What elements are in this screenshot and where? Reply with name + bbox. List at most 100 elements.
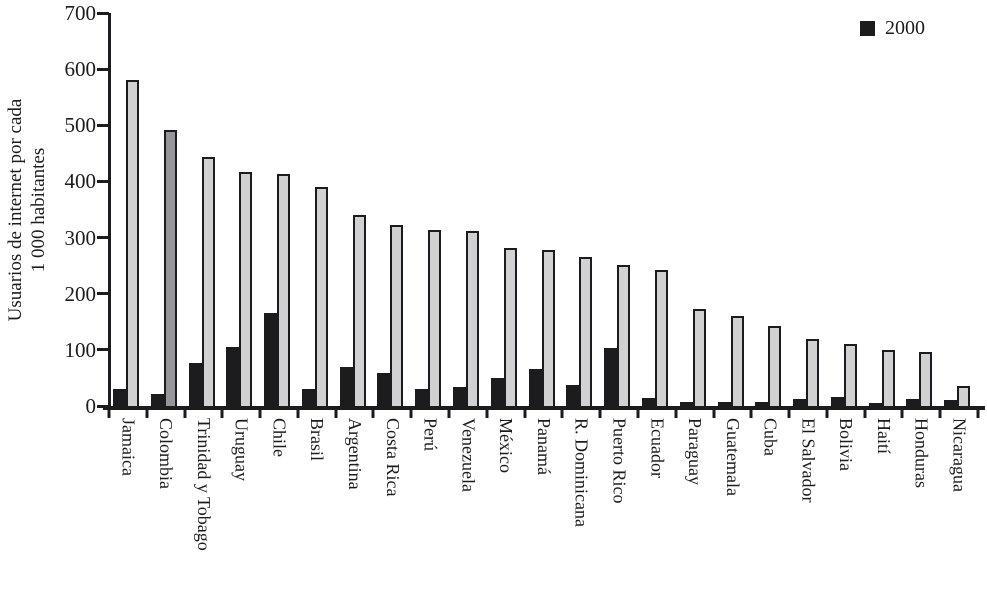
- bar-2000-Panamá: [528, 369, 542, 406]
- x-tick-10: [485, 406, 489, 418]
- x-tick-8: [409, 406, 413, 418]
- bar-group-El Salvador: [789, 339, 827, 406]
- bar-group-Ecuador: [638, 270, 676, 406]
- legend-label-2000: 2000: [885, 17, 925, 39]
- x-axis-line: [103, 406, 985, 410]
- bar-series2-Costa Rica: [390, 225, 404, 406]
- x-axis-label-Costa Rica: Costa Rica: [382, 418, 403, 497]
- bar-2000-Trinidad y Tobago: [188, 363, 202, 406]
- x-axis-label-Panamá: Panamá: [533, 418, 554, 475]
- legend: 2000: [860, 18, 925, 38]
- bar-group-Trinidad y Tobago: [185, 157, 223, 406]
- x-label-cell-El Salvador: El Salvador: [789, 418, 827, 589]
- bars-container: [109, 13, 978, 406]
- x-tick-20: [863, 406, 867, 418]
- x-tick-6: [334, 406, 338, 418]
- bar-group-Perú: [411, 230, 449, 406]
- y-tick-200: [97, 292, 109, 296]
- x-axis-label-El Salvador: El Salvador: [798, 418, 819, 503]
- x-axis-label-Paraguay: Paraguay: [685, 418, 706, 485]
- bar-series2-Venezuela: [466, 231, 480, 406]
- x-tick-11: [523, 406, 527, 418]
- y-tick-label-500: 500: [64, 113, 97, 138]
- x-tick-2: [183, 406, 187, 418]
- x-axis-label-Argentina: Argentina: [345, 418, 366, 490]
- x-axis-label-Cuba: Cuba: [760, 418, 781, 456]
- bar-group-Cuba: [751, 326, 789, 406]
- x-axis-label-Jamaica: Jamaica: [118, 418, 139, 476]
- x-label-cell-Argentina: Argentina: [336, 418, 374, 589]
- bar-series2-Uruguay: [239, 172, 253, 406]
- bar-series2-R. Dominicana: [579, 257, 593, 406]
- x-axis-label-R. Dominicana: R. Dominicana: [571, 418, 592, 527]
- x-label-cell-Venezuela: Venezuela: [449, 418, 487, 589]
- bar-group-México: [487, 248, 525, 406]
- x-tick-22: [938, 406, 942, 418]
- y-tick-500: [97, 123, 109, 127]
- y-tick-300: [97, 236, 109, 240]
- y-tick-label-400: 400: [64, 169, 97, 194]
- bar-group-Panamá: [525, 250, 563, 406]
- x-axis-label-Perú: Perú: [420, 418, 441, 451]
- bar-series2-El Salvador: [806, 339, 820, 406]
- y-tick-label-100: 100: [64, 337, 97, 362]
- bar-2000-Honduras: [906, 399, 920, 406]
- x-tick-4: [258, 406, 262, 418]
- x-tick-7: [371, 406, 375, 418]
- x-tick-0: [107, 406, 111, 418]
- bar-group-Haití: [865, 350, 903, 406]
- x-axis-label-Venezuela: Venezuela: [458, 418, 479, 492]
- x-label-cell-Brasil: Brasil: [298, 418, 336, 589]
- x-label-cell-Haití: Haití: [865, 418, 903, 589]
- bar-2000-El Salvador: [793, 399, 807, 406]
- bar-group-Argentina: [336, 215, 374, 406]
- x-tick-5: [296, 406, 300, 418]
- bar-2000-Cuba: [755, 402, 769, 406]
- bar-2000-Argentina: [339, 367, 353, 406]
- bar-group-Honduras: [902, 352, 940, 406]
- y-tick-700: [97, 11, 109, 15]
- x-label-cell-Bolivia: Bolivia: [827, 418, 865, 589]
- bar-series2-Ecuador: [654, 270, 668, 406]
- x-tick-14: [636, 406, 640, 418]
- x-tick-9: [447, 406, 451, 418]
- x-label-cell-Panamá: Panamá: [525, 418, 563, 589]
- x-label-cell-Cuba: Cuba: [751, 418, 789, 589]
- x-tick-3: [220, 406, 224, 418]
- bar-series2-Guatemala: [730, 316, 744, 406]
- x-axis-label-Ecuador: Ecuador: [647, 418, 668, 478]
- x-tick-17: [749, 406, 753, 418]
- x-tick-23: [976, 406, 980, 418]
- bar-group-Guatemala: [714, 316, 752, 406]
- bar-2000-Ecuador: [641, 398, 655, 406]
- bar-2000-Uruguay: [226, 347, 240, 406]
- bar-group-Brasil: [298, 187, 336, 406]
- x-tick-16: [712, 406, 716, 418]
- bar-group-R. Dominicana: [562, 257, 600, 406]
- x-label-cell-Costa Rica: Costa Rica: [373, 418, 411, 589]
- x-label-cell-Honduras: Honduras: [902, 418, 940, 589]
- bar-series2-Haití: [881, 350, 895, 406]
- bar-group-Paraguay: [676, 309, 714, 406]
- bar-series2-Paraguay: [692, 309, 706, 406]
- bar-series2-Brasil: [314, 187, 328, 406]
- x-axis-label-Brasil: Brasil: [307, 418, 328, 461]
- y-axis-line: [108, 13, 111, 410]
- x-axis-label-Trinidad y Tobago: Trinidad y Tobago: [193, 418, 214, 551]
- bar-2000-Paraguay: [679, 402, 693, 406]
- x-tick-13: [598, 406, 602, 418]
- bar-2000-Costa Rica: [377, 373, 391, 406]
- x-label-cell-Trinidad y Tobago: Trinidad y Tobago: [185, 418, 223, 589]
- bar-group-Jamaica: [109, 80, 147, 406]
- x-axis-label-Nicaragua: Nicaragua: [949, 418, 970, 492]
- x-label-cell-R. Dominicana: R. Dominicana: [562, 418, 600, 589]
- bar-2000-Bolivia: [830, 397, 844, 406]
- x-axis-label-Honduras: Honduras: [911, 418, 932, 488]
- legend-swatch-2000: [860, 20, 875, 36]
- x-axis-label-Puerto Rico: Puerto Rico: [609, 418, 630, 504]
- bar-2000-Puerto Rico: [604, 348, 618, 406]
- bar-series2-Panamá: [541, 250, 555, 406]
- x-label-cell-Puerto Rico: Puerto Rico: [600, 418, 638, 589]
- bar-2000-Perú: [415, 389, 429, 406]
